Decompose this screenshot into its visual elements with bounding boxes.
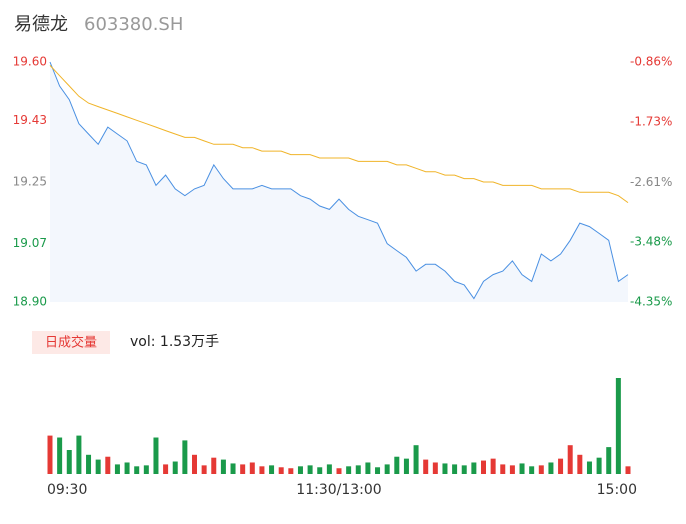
average-line xyxy=(49,65,629,204)
x-tick-label: 09:30 xyxy=(47,482,87,498)
volume-bar xyxy=(297,466,303,474)
volume-bar xyxy=(220,459,226,474)
volume-bar xyxy=(211,457,217,474)
volume-bar xyxy=(567,445,573,474)
volume-bar xyxy=(201,465,207,474)
stock-code: 603380.SH xyxy=(84,14,183,35)
volume-bar xyxy=(86,454,92,474)
volume-bar xyxy=(375,467,381,474)
volume-bar xyxy=(66,450,72,474)
volume-bar xyxy=(278,467,284,474)
volume-bar xyxy=(57,437,63,474)
volume-bar xyxy=(432,462,438,474)
y2-tick-label: -0.86% xyxy=(630,55,672,69)
price-area xyxy=(50,62,628,302)
volume-bar xyxy=(124,462,130,474)
volume-bar xyxy=(307,465,313,474)
volume-bar xyxy=(230,463,236,474)
volume-bar xyxy=(182,440,188,474)
volume-bar xyxy=(269,465,275,474)
legend-badge xyxy=(32,331,110,354)
stock-name: 易德龙 xyxy=(14,14,68,35)
volume-bar xyxy=(625,466,631,474)
volume-bar xyxy=(192,454,197,474)
volume-bar xyxy=(413,445,419,474)
volume-bar xyxy=(403,458,409,474)
y-tick-label: 19.07 xyxy=(13,236,47,250)
volume-bar xyxy=(336,468,342,474)
y2-tick-label: -4.35% xyxy=(630,295,672,309)
volume-bar xyxy=(490,458,496,474)
volume-bar xyxy=(47,435,53,474)
volume-bar xyxy=(500,464,506,474)
y-tick-label: 19.25 xyxy=(13,175,47,189)
volume-bar xyxy=(538,465,544,474)
volume-bar xyxy=(365,462,371,474)
volume-bar xyxy=(384,464,390,474)
volume-bar xyxy=(509,465,515,474)
volume-bar xyxy=(461,465,467,474)
volume-bar xyxy=(423,459,429,474)
volume-bar xyxy=(317,467,323,474)
volume-bar xyxy=(114,464,120,474)
volume-bar xyxy=(172,461,178,474)
volume-bar xyxy=(558,458,564,474)
volume-bar xyxy=(394,456,400,474)
legend-label: 日成交量 xyxy=(45,335,97,351)
volume-bar xyxy=(249,462,255,474)
volume-bar xyxy=(259,466,265,474)
volume-bar xyxy=(95,459,101,474)
volume-bar xyxy=(577,454,583,474)
x-tick-label: 15:00 xyxy=(597,482,637,498)
volume-bar xyxy=(519,463,525,474)
y-tick-label: 18.90 xyxy=(13,295,47,309)
volume-bar xyxy=(163,464,169,474)
volume-bar xyxy=(76,435,82,474)
volume-bar xyxy=(105,456,111,474)
volume-bar xyxy=(452,464,458,474)
volume-bar xyxy=(240,464,246,474)
y2-tick-label: -2.61% xyxy=(630,175,672,189)
y-tick-label: 19.43 xyxy=(13,113,47,127)
volume-bar xyxy=(346,466,352,474)
volume-bar xyxy=(529,466,535,474)
volume-bar xyxy=(471,462,477,474)
y2-tick-label: -1.73% xyxy=(630,114,672,128)
y2-tick-label: -3.48% xyxy=(630,235,672,249)
volume-bar xyxy=(355,465,361,474)
volume-bar xyxy=(288,468,294,474)
y-tick-label: 19.60 xyxy=(13,55,47,69)
volume-bar xyxy=(548,462,554,474)
volume-bar xyxy=(143,465,149,474)
price-line xyxy=(49,61,629,300)
volume-bar xyxy=(326,464,332,474)
volume-bar xyxy=(442,463,448,474)
x-tick-label: 11:30/13:00 xyxy=(296,482,381,498)
volume-bar xyxy=(586,461,592,474)
volume-bar xyxy=(596,457,602,474)
volume-bar xyxy=(481,460,486,474)
volume-label: vol: 1.53万手 xyxy=(130,334,219,350)
volume-bar xyxy=(134,466,140,474)
volume-bar xyxy=(153,437,159,474)
volume-bar xyxy=(606,447,612,474)
volume-bar xyxy=(615,378,621,474)
